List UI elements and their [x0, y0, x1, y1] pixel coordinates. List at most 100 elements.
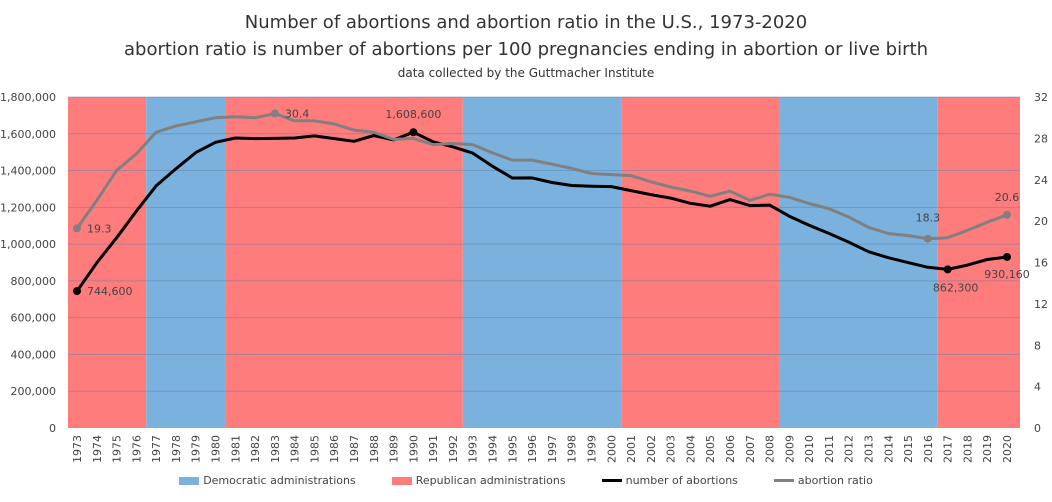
data-point — [531, 177, 533, 179]
y-left-tick-label: 400,000 — [11, 348, 57, 361]
data-point — [333, 123, 335, 125]
legend-democratic: Democratic administrations — [179, 474, 356, 487]
legend-republican: Republican administrations — [391, 474, 566, 487]
x-tick-label: 2004 — [684, 435, 697, 463]
x-tick-label: 1977 — [150, 435, 163, 463]
administration-band-republican — [225, 97, 463, 428]
data-point — [195, 121, 197, 123]
data-point — [412, 137, 414, 139]
data-point — [393, 138, 395, 140]
series-line-number-of-abortions — [75, 130, 1008, 292]
y-left-tick-label: 0 — [49, 422, 56, 435]
x-tick-label: 1989 — [388, 435, 401, 463]
data-label: 30.4 — [285, 108, 310, 121]
y-right-tick-label: 24 — [1034, 174, 1048, 187]
data-label: 20.6 — [995, 191, 1020, 204]
legend-label: Republican administrations — [415, 474, 566, 487]
data-point — [155, 185, 157, 187]
x-tick-label: 2008 — [764, 435, 777, 463]
data-point — [769, 204, 771, 206]
data-point — [650, 181, 652, 183]
data-label: 1,608,600 — [385, 108, 441, 121]
data-label: 18.3 — [916, 212, 941, 225]
data-point — [749, 199, 751, 201]
x-tick-label: 1998 — [566, 435, 579, 463]
legend-label: abortion ratio — [797, 474, 873, 487]
y-left-tick-label: 800,000 — [11, 275, 57, 288]
x-tick-label: 2007 — [744, 435, 757, 463]
data-point — [966, 229, 968, 231]
data-point — [96, 199, 98, 201]
x-tick-label: 2020 — [1001, 435, 1014, 463]
data-point — [551, 163, 553, 165]
y-left-tick-label: 600,000 — [11, 312, 57, 325]
data-point — [254, 138, 256, 140]
data-point — [511, 159, 513, 161]
y-left-tick-label: 1,200,000 — [0, 201, 56, 214]
x-tick-label: 2016 — [922, 435, 935, 463]
data-point — [452, 143, 454, 145]
x-tick-label: 1991 — [427, 435, 440, 463]
legend: Democratic administrations Republican ad… — [0, 474, 1052, 487]
data-label: 930,160 — [984, 268, 1030, 281]
labeled-point-marker — [73, 224, 81, 233]
chart-subtitle: abortion ratio is number of abortions pe… — [124, 39, 928, 60]
data-point — [313, 120, 315, 122]
labeled-point-marker — [923, 234, 932, 243]
data-point — [294, 137, 296, 139]
legend-label: Democratic administrations — [203, 474, 356, 487]
y-right-tick-label: 28 — [1034, 132, 1048, 145]
data-point — [551, 182, 553, 184]
data-point — [848, 216, 850, 218]
y-right-tick-label: 8 — [1034, 339, 1041, 352]
data-point — [472, 144, 474, 146]
data-point — [215, 117, 217, 119]
x-tick-label: 2018 — [961, 435, 974, 463]
data-point — [788, 196, 790, 198]
data-point — [808, 203, 810, 205]
x-tick-label: 1983 — [269, 435, 282, 463]
data-point — [511, 177, 513, 179]
labeled-point-marker — [1003, 252, 1011, 261]
data-point — [907, 262, 909, 264]
data-point — [709, 195, 711, 197]
x-tick-label: 1984 — [289, 435, 302, 463]
data-point — [887, 233, 889, 235]
legend-abortions: number of abortions — [601, 474, 738, 487]
data-point — [670, 197, 672, 199]
x-tick-label: 1975 — [111, 435, 124, 463]
data-point — [155, 131, 157, 133]
data-point — [610, 174, 612, 176]
data-point — [373, 134, 375, 136]
data-point — [452, 146, 454, 148]
data-point — [867, 251, 869, 253]
data-point — [492, 165, 494, 167]
x-tick-label: 1990 — [407, 435, 420, 463]
data-point — [472, 152, 474, 154]
legend-swatch — [601, 479, 622, 482]
y-left-tick-label: 1,000,000 — [0, 238, 56, 251]
data-point — [867, 226, 869, 228]
data-point — [234, 116, 236, 118]
x-tick-label: 1976 — [130, 435, 143, 463]
data-point — [887, 257, 889, 259]
x-tick-label: 1988 — [368, 435, 381, 463]
data-point — [432, 144, 434, 146]
y-right-tick-label: 20 — [1034, 215, 1048, 228]
data-point — [353, 129, 355, 131]
x-tick-label: 2010 — [803, 435, 816, 463]
data-point — [116, 237, 118, 239]
y-left-tick-label: 1,400,000 — [0, 165, 56, 178]
data-point — [907, 235, 909, 237]
data-point — [135, 210, 137, 212]
data-point — [590, 173, 592, 175]
data-point — [294, 120, 296, 122]
data-point — [234, 137, 236, 139]
data-point — [749, 205, 751, 207]
data-point — [353, 140, 355, 142]
data-point — [492, 152, 494, 154]
data-point — [432, 141, 434, 143]
legend-swatch — [773, 479, 794, 482]
